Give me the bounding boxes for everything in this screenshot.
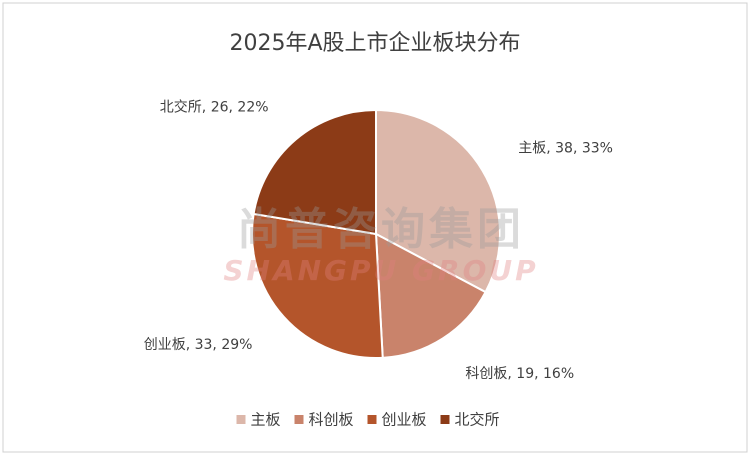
legend-label: 北交所 xyxy=(455,411,500,429)
legend-label: 创业板 xyxy=(382,411,427,429)
legend-swatch xyxy=(294,415,304,424)
legend-label: 主板 xyxy=(251,411,281,429)
legend-label: 科创板 xyxy=(309,411,354,429)
chart-title: 2025年A股上市企业板块分布 xyxy=(229,31,520,56)
data-label: 创业板, 33, 29% xyxy=(144,337,253,353)
watermark-sub: SHANGPU GROUP xyxy=(223,254,538,287)
legend-swatch xyxy=(367,415,377,424)
pie-slice xyxy=(375,108,501,294)
pie-slice xyxy=(251,212,384,359)
legend-swatch xyxy=(440,415,450,424)
data-label: 主板, 38, 33% xyxy=(518,140,613,156)
pie-slice xyxy=(252,108,377,236)
data-label: 科创板, 19, 16% xyxy=(465,366,574,382)
data-label: 北交所, 26, 22% xyxy=(160,98,269,115)
pie-slice xyxy=(374,232,487,359)
legend-swatch xyxy=(236,415,246,424)
watermark: 尚普咨询集团 xyxy=(237,204,525,255)
